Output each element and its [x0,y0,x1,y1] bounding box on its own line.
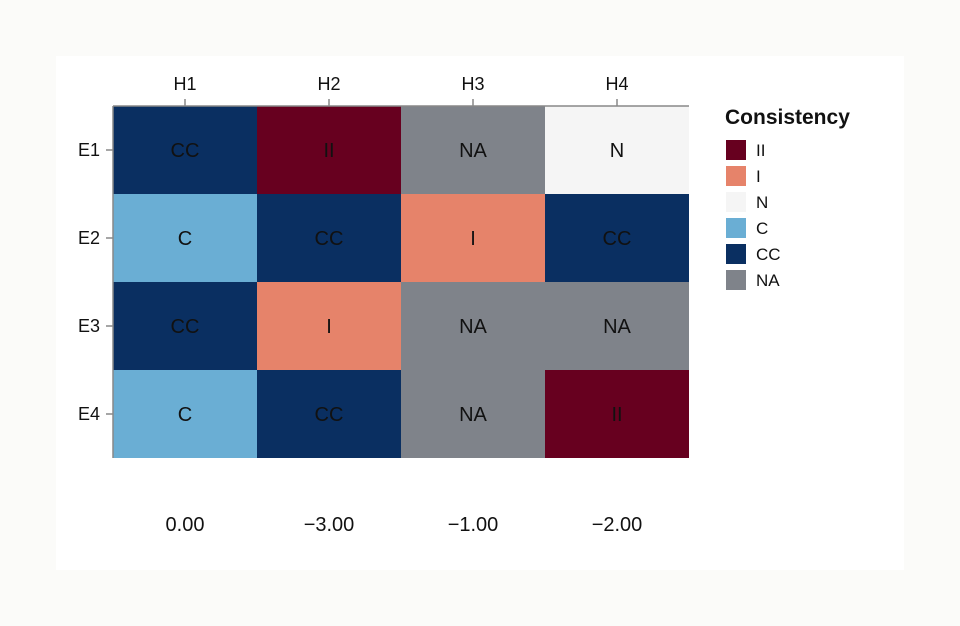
heatmap-cell-E1-H2 [257,106,401,194]
legend-swatch-CC [726,244,746,264]
cell-label-E2-H2: CC [315,228,344,250]
heatmap-cell-E4-H3 [401,370,545,458]
legend-label-CC: CC [756,245,781,264]
cell-label-E3-H3: NA [459,316,487,338]
column-total-H2: −3.00 [304,514,355,536]
heatmap-cell-E2-H3 [401,194,545,282]
cell-label-E3-H1: CC [171,316,200,338]
y-tick-label-E3: E3 [78,316,100,336]
x-tick-label-H1: H1 [173,74,196,94]
heatmap-cell-E4-H4 [545,370,689,458]
heatmap-cell-E3-H2 [257,282,401,370]
x-tick-label-H3: H3 [461,74,484,94]
x-tick-label-H2: H2 [317,74,340,94]
heatmap-cell-E1-H4 [545,106,689,194]
legend-label-C: C [756,219,768,238]
heatmap-cell-E1-H1 [113,106,257,194]
cell-label-E1-H1: CC [171,140,200,162]
heatmap-axes: H1 H2 H3 H4 E1 E2 E3 E4 [78,74,689,458]
heatmap-cell-E2-H4 [545,194,689,282]
chart-panel: CC II NA N C CC I CC CC I NA NA C CC NA II H1 H2 H3 H4 E1 E2… [56,56,904,570]
heatmap-cell-E4-H1 [113,370,257,458]
y-tick-label-E2: E2 [78,228,100,248]
cell-label-E1-H2: II [323,140,334,162]
column-total-H3: −1.00 [448,514,499,536]
heatmap-cell-E3-H4 [545,282,689,370]
legend-swatch-I [726,166,746,186]
heatmap-cell-E3-H3 [401,282,545,370]
legend-label-N: N [756,193,768,212]
cell-label-E4-H3: NA [459,404,487,426]
legend-title: Consistency [725,106,850,129]
y-tick-label-E4: E4 [78,404,100,424]
legend-swatch-II [726,140,746,160]
cell-label-E2-H3: I [470,228,476,250]
heatmap-cell-E1-H3 [401,106,545,194]
cell-label-E2-H4: CC [603,228,632,250]
legend-label-II: II [756,141,765,160]
cell-label-E2-H1: C [178,228,192,250]
legend-label-NA: NA [756,271,780,290]
cell-label-E3-H2: I [326,316,332,338]
cell-label-E3-H4: NA [603,316,631,338]
cell-label-E4-H2: CC [315,404,344,426]
column-totals: 0.00 −3.00 −1.00 −2.00 [166,514,643,536]
heatmap-cell-E3-H1 [113,282,257,370]
heatmap-cell-E2-H2 [257,194,401,282]
legend-swatch-N [726,192,746,212]
cell-label-E1-H3: NA [459,140,487,162]
y-tick-label-E1: E1 [78,140,100,160]
legend-swatch-C [726,218,746,238]
heatmap-cell-E2-H1 [113,194,257,282]
cell-label-E4-H1: C [178,404,192,426]
x-tick-label-H4: H4 [605,74,628,94]
column-total-H1: 0.00 [166,514,205,536]
column-total-H4: −2.00 [592,514,643,536]
heatmap-cell-E4-H2 [257,370,401,458]
cell-label-E4-H4: II [611,404,622,426]
legend-swatch-NA [726,270,746,290]
cell-label-E1-H4: N [610,140,624,162]
legend-label-I: I [756,167,761,186]
